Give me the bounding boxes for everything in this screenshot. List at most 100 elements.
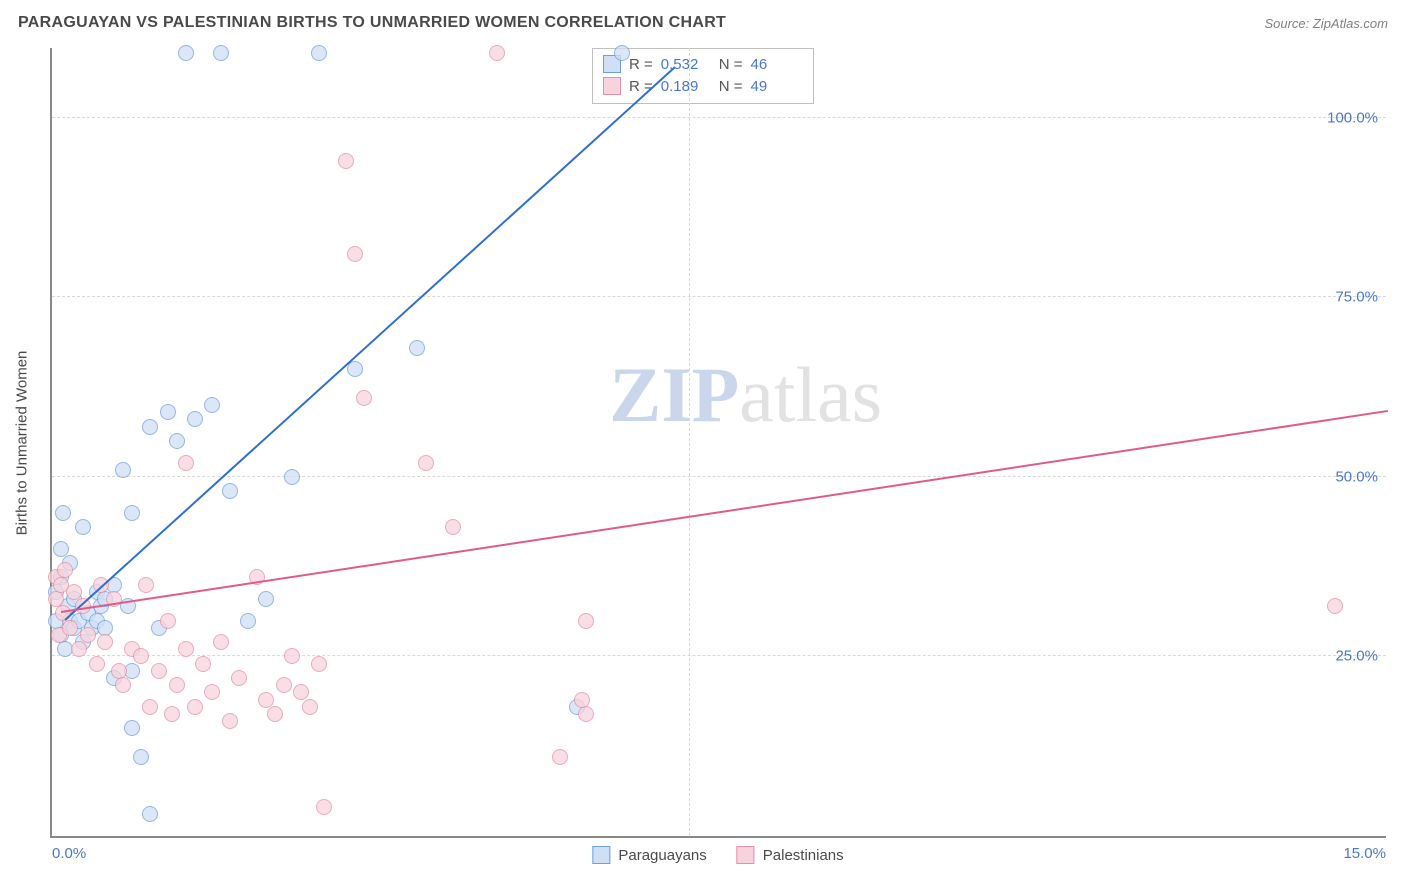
legend-item: Palestinians	[737, 846, 844, 864]
data-point	[338, 153, 354, 169]
data-point	[1327, 598, 1343, 614]
y-tick-label: 50.0%	[1335, 468, 1378, 485]
data-point	[284, 469, 300, 485]
legend-label: Palestinians	[763, 847, 844, 864]
watermark-rest: atlas	[739, 351, 882, 438]
watermark-zip: ZIP	[609, 351, 739, 438]
legend: Paraguayans Palestinians	[592, 846, 843, 864]
data-point	[614, 45, 630, 61]
data-point	[409, 340, 425, 356]
data-point	[89, 656, 105, 672]
legend-swatch	[737, 846, 755, 864]
gridline-horizontal	[52, 296, 1386, 297]
data-point	[169, 433, 185, 449]
watermark: ZIPatlas	[609, 350, 882, 440]
data-point	[311, 656, 327, 672]
data-point	[445, 519, 461, 535]
data-point	[311, 45, 327, 61]
data-point	[53, 541, 69, 557]
data-point	[142, 806, 158, 822]
data-point	[178, 641, 194, 657]
data-point	[75, 519, 91, 535]
data-point	[213, 634, 229, 650]
data-point	[97, 634, 113, 650]
y-tick-label: 75.0%	[1335, 289, 1378, 306]
source-prefix: Source:	[1264, 16, 1312, 31]
chart-title: PARAGUAYAN VS PALESTINIAN BIRTHS TO UNMA…	[18, 14, 726, 32]
x-tick-label: 15.0%	[1343, 845, 1386, 862]
data-point	[356, 390, 372, 406]
chart-header: PARAGUAYAN VS PALESTINIAN BIRTHS TO UNMA…	[18, 14, 1388, 32]
data-point	[187, 699, 203, 715]
data-point	[133, 648, 149, 664]
y-axis-label: Births to Unmarried Women	[14, 351, 31, 536]
stat-r-label: R =	[629, 78, 653, 95]
stat-n-value: 46	[751, 56, 801, 73]
series-swatch	[603, 77, 621, 95]
data-point	[138, 577, 154, 593]
data-point	[231, 670, 247, 686]
data-point	[302, 699, 318, 715]
stats-row: R = 0.532 N = 46	[603, 53, 801, 75]
gridline-vertical	[689, 48, 690, 836]
data-point	[222, 483, 238, 499]
data-point	[574, 692, 590, 708]
stat-r-label: R =	[629, 56, 653, 73]
data-point	[293, 684, 309, 700]
stat-r-value: 0.189	[661, 78, 711, 95]
stat-n-label: N =	[719, 56, 743, 73]
data-point	[160, 613, 176, 629]
data-point	[124, 720, 140, 736]
trend-line	[65, 66, 676, 620]
data-point	[115, 677, 131, 693]
data-point	[124, 505, 140, 521]
data-point	[66, 584, 82, 600]
data-point	[57, 562, 73, 578]
data-point	[258, 591, 274, 607]
data-point	[133, 749, 149, 765]
data-point	[55, 505, 71, 521]
stats-row: R =0.189N =49	[603, 75, 801, 97]
data-point	[169, 677, 185, 693]
data-point	[204, 397, 220, 413]
source-name: ZipAtlas.com	[1313, 16, 1388, 31]
data-point	[187, 411, 203, 427]
data-point	[418, 455, 434, 471]
source-attribution: Source: ZipAtlas.com	[1264, 16, 1388, 31]
data-point	[267, 706, 283, 722]
data-point	[178, 45, 194, 61]
data-point	[195, 656, 211, 672]
data-point	[62, 620, 78, 636]
data-point	[178, 455, 194, 471]
stat-r-value: 0.532	[661, 56, 711, 73]
data-point	[151, 663, 167, 679]
gridline-horizontal	[52, 117, 1386, 118]
data-point	[222, 713, 238, 729]
data-point	[489, 45, 505, 61]
gridline-horizontal	[52, 476, 1386, 477]
data-point	[213, 45, 229, 61]
data-point	[258, 692, 274, 708]
scatter-plot: ZIPatlas R =0.532N =46R =0.189N =49 25.0…	[50, 48, 1386, 838]
data-point	[115, 462, 131, 478]
data-point	[578, 613, 594, 629]
data-point	[240, 613, 256, 629]
data-point	[204, 684, 220, 700]
data-point	[347, 246, 363, 262]
data-point	[552, 749, 568, 765]
x-tick-label: 0.0%	[52, 845, 86, 862]
data-point	[160, 404, 176, 420]
stat-n-value: 49	[751, 78, 801, 95]
data-point	[284, 648, 300, 664]
data-point	[142, 699, 158, 715]
data-point	[80, 627, 96, 643]
data-point	[142, 419, 158, 435]
data-point	[276, 677, 292, 693]
legend-label: Paraguayans	[618, 847, 706, 864]
legend-item: Paraguayans	[592, 846, 706, 864]
data-point	[164, 706, 180, 722]
plot-area: Births to Unmarried Women ZIPatlas R =0.…	[50, 48, 1386, 838]
legend-swatch	[592, 846, 610, 864]
gridline-horizontal	[52, 655, 1386, 656]
data-point	[578, 706, 594, 722]
